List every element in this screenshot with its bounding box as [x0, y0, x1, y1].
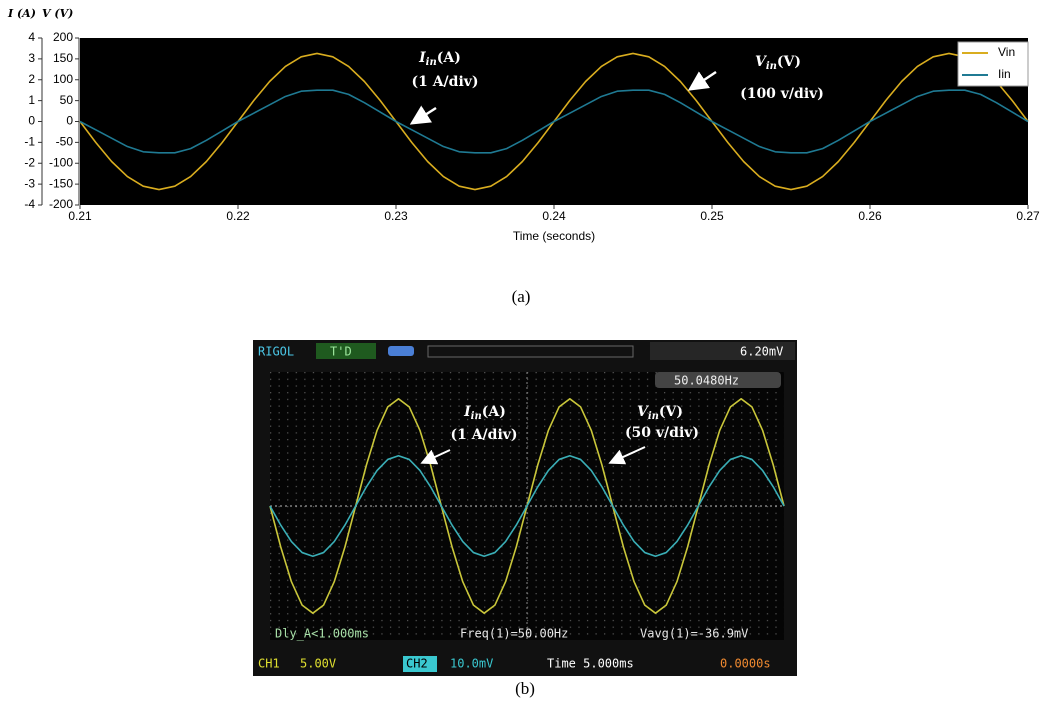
y-tick-label: 200	[53, 30, 73, 44]
x-tick-label: 0.24	[542, 209, 566, 223]
trigger-level: 6.20mV	[740, 345, 783, 359]
channel-label: CH2	[406, 657, 428, 671]
y2-tick-label: 0	[28, 114, 35, 128]
x-tick-label: 0.23	[384, 209, 408, 223]
annotation-scale: (100 v/div)	[740, 86, 824, 102]
y2-tick-label: -3	[24, 176, 35, 190]
time-offset: 0.0000s	[720, 657, 771, 671]
run-icon	[388, 346, 414, 356]
legend	[958, 42, 1028, 86]
annotation: Vin(V)	[637, 404, 683, 422]
brand: RIGOL	[258, 345, 294, 359]
annotation-scale: (1 A/div)	[450, 427, 517, 443]
figure: I (A) V (V) Time (seconds) (a) Iin(A) (1…	[0, 0, 1043, 705]
annotation-part: (A)	[482, 404, 506, 420]
x-tick-label: 0.21	[68, 209, 92, 223]
y-tick-label: 50	[60, 93, 74, 107]
annotation: Vin(V)	[755, 54, 801, 72]
annotation-part: in	[471, 411, 482, 422]
channel-label: CH1	[258, 657, 280, 671]
measurement: Vavg(1)=-36.9mV	[640, 627, 748, 641]
y-tick-label: 0	[66, 114, 73, 128]
annotation-part: (V)	[659, 404, 683, 420]
x-tick-label: 0.26	[858, 209, 882, 223]
y2-tick-label: 3	[28, 51, 35, 65]
y-tick-label: 150	[53, 51, 73, 65]
y2-tick-label: -1	[24, 135, 35, 149]
y-axis-label: V (V)	[42, 7, 73, 20]
annotation-part: in	[426, 57, 437, 68]
x-tick-label: 0.25	[700, 209, 724, 223]
y2-axis-label: I (A)	[7, 7, 36, 20]
annotation-part: (A)	[437, 50, 461, 66]
ch2-scale: 10.0mV	[450, 657, 493, 671]
y2-tick-label: -4	[24, 197, 35, 211]
caption: (b)	[515, 679, 535, 698]
y-tick-label: 100	[53, 72, 73, 86]
annotation-part: (V)	[777, 54, 801, 70]
measurement: Freq(1)=50.00Hz	[460, 627, 568, 641]
annotation: Iin(A)	[418, 50, 461, 68]
y-tick-label: -50	[56, 135, 74, 149]
annotation-scale: (1 A/div)	[411, 74, 478, 90]
x-axis-label: Time (seconds)	[513, 229, 595, 243]
annotation-part: in	[648, 411, 659, 422]
caption: (a)	[512, 287, 531, 306]
y-tick-label: -100	[49, 155, 73, 169]
ch1-scale: 5.00V	[300, 657, 336, 671]
y2-tick-label: 1	[28, 93, 35, 107]
mode: T'D	[330, 345, 352, 359]
legend-label: Iin	[998, 67, 1011, 81]
time-scale: Time 5.000ms	[547, 657, 634, 671]
measurement: Dly_A<1.000ms	[275, 627, 369, 641]
annotation-scale: (50 v/div)	[625, 425, 699, 441]
y2-tick-label: -2	[24, 155, 35, 169]
legend-label: Vin	[998, 45, 1015, 59]
annotation: Iin(A)	[463, 404, 506, 422]
y-tick-label: -150	[49, 176, 73, 190]
annotation-part: in	[766, 61, 777, 72]
frequency: 50.0480Hz	[674, 374, 739, 388]
y2-tick-label: 4	[28, 30, 35, 44]
y2-tick-label: 2	[28, 72, 35, 86]
x-tick-label: 0.27	[1016, 209, 1040, 223]
x-tick-label: 0.22	[226, 209, 250, 223]
y-tick-label: -200	[49, 197, 73, 211]
